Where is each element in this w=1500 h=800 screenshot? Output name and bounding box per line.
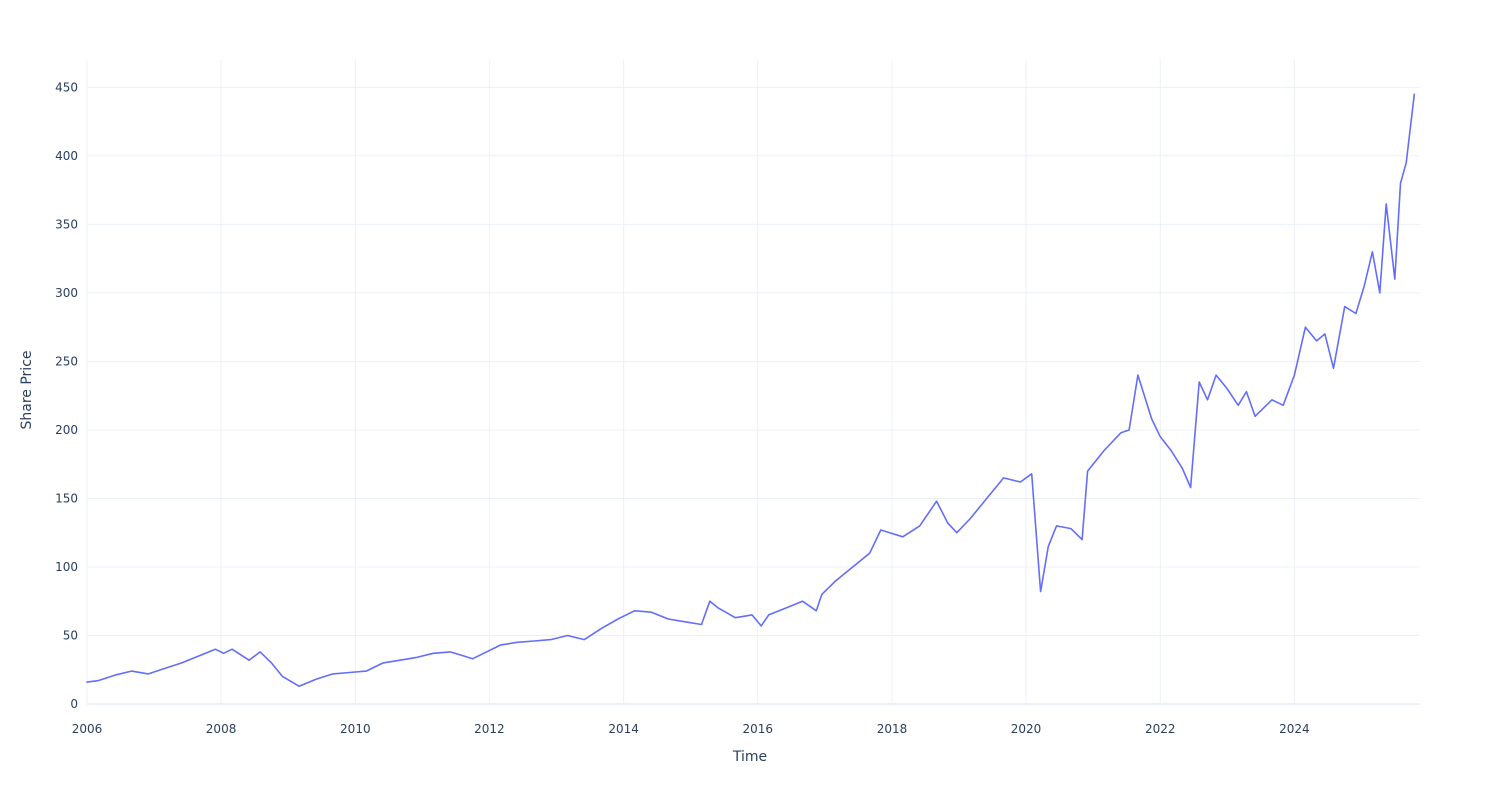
grid: [86, 60, 1420, 705]
x-tick-label: 2020: [1011, 722, 1042, 736]
y-tick-label: 200: [55, 423, 78, 437]
x-tick-label: 2014: [608, 722, 639, 736]
y-tick-label: 450: [55, 80, 78, 94]
y-tick-label: 350: [55, 217, 78, 231]
x-tick-label: 2024: [1279, 722, 1310, 736]
series-line: [86, 93, 1416, 688]
x-tick-label: 2016: [742, 722, 773, 736]
x-axis-title: Time: [732, 749, 767, 765]
y-tick-label: 400: [55, 149, 78, 163]
y-tick-label: 50: [63, 628, 78, 642]
y-axis: 0 50 100 150 200 250 300 350 400 450: [55, 80, 78, 711]
y-tick-label: 250: [55, 354, 78, 368]
x-tick-label: 2010: [340, 722, 371, 736]
x-tick-label: 2018: [877, 722, 908, 736]
x-axis: 2006 2008 2010 2012 2014 2016 2018 2020 2022 2024: [72, 722, 1310, 736]
x-tick-label: 2006: [72, 722, 103, 736]
x-tick-label: 2022: [1145, 722, 1176, 736]
y-tick-label: 0: [70, 697, 78, 711]
y-axis-title: Share Price: [19, 350, 35, 429]
y-tick-label: 100: [55, 560, 78, 574]
plot-area: [86, 93, 1416, 688]
y-tick-label: 300: [55, 286, 78, 300]
y-tick-label: 150: [55, 491, 78, 505]
x-tick-label: 2012: [474, 722, 505, 736]
x-tick-label: 2008: [206, 722, 237, 736]
